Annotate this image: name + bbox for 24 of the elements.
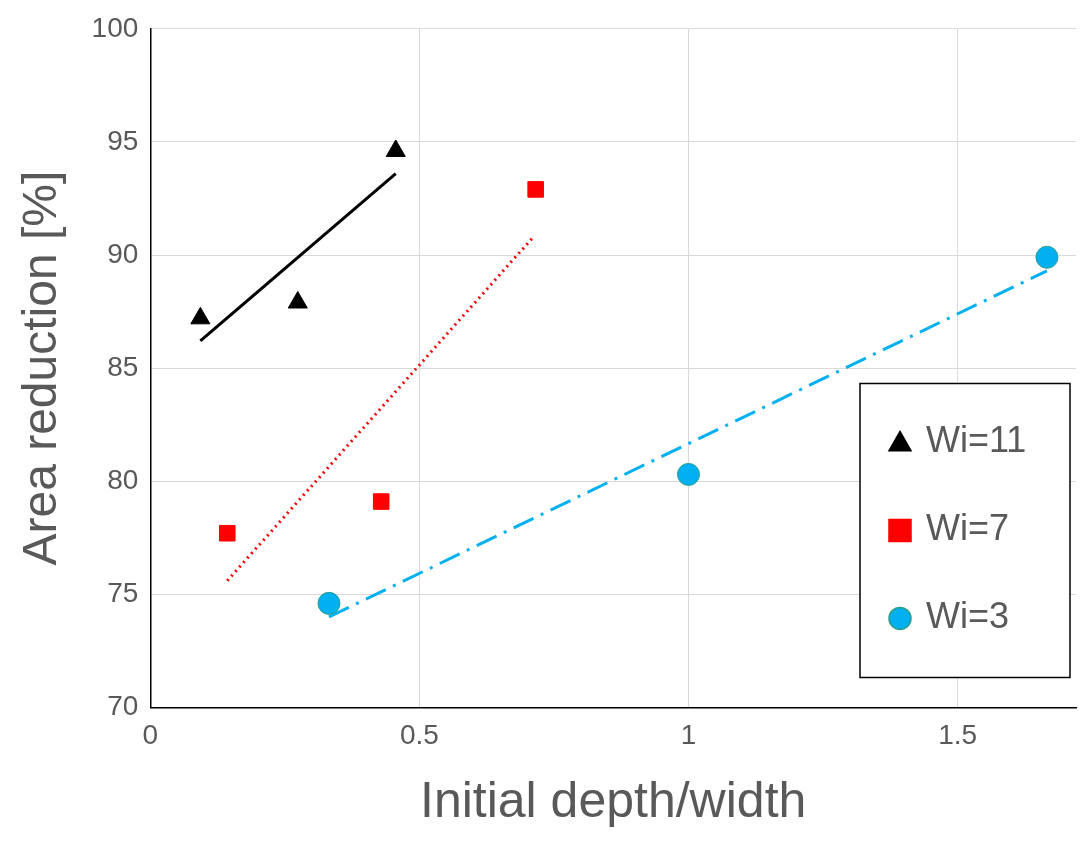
y-tick-label: 95	[107, 124, 139, 156]
x-axis-title: Initial depth/width	[419, 771, 807, 828]
y-tick-label: 75	[107, 577, 139, 609]
y-tick-label: 80	[107, 463, 139, 495]
x-tick-label: 0.5	[399, 718, 439, 750]
y-tick-label: 90	[107, 237, 139, 269]
point	[219, 524, 236, 542]
point	[1035, 245, 1059, 269]
x-tick-label: 1.5	[938, 718, 978, 750]
y-tick-label: 70	[107, 690, 139, 722]
y-tick-label: 100	[91, 11, 139, 43]
point	[317, 591, 341, 615]
legend-label: Wi=11	[926, 419, 1027, 461]
point	[385, 139, 406, 157]
point	[677, 462, 701, 486]
x-tick-label: 0	[142, 718, 159, 750]
x-tick-label: 1	[680, 718, 697, 750]
legend-label: Wi=3	[926, 595, 1010, 637]
point	[190, 306, 211, 325]
y-axis-title: Area reduction [%]	[13, 170, 67, 566]
point	[372, 493, 390, 510]
point	[287, 291, 308, 309]
y-tick-label: 85	[107, 350, 139, 382]
legend-label: Wi=7	[926, 507, 1010, 549]
